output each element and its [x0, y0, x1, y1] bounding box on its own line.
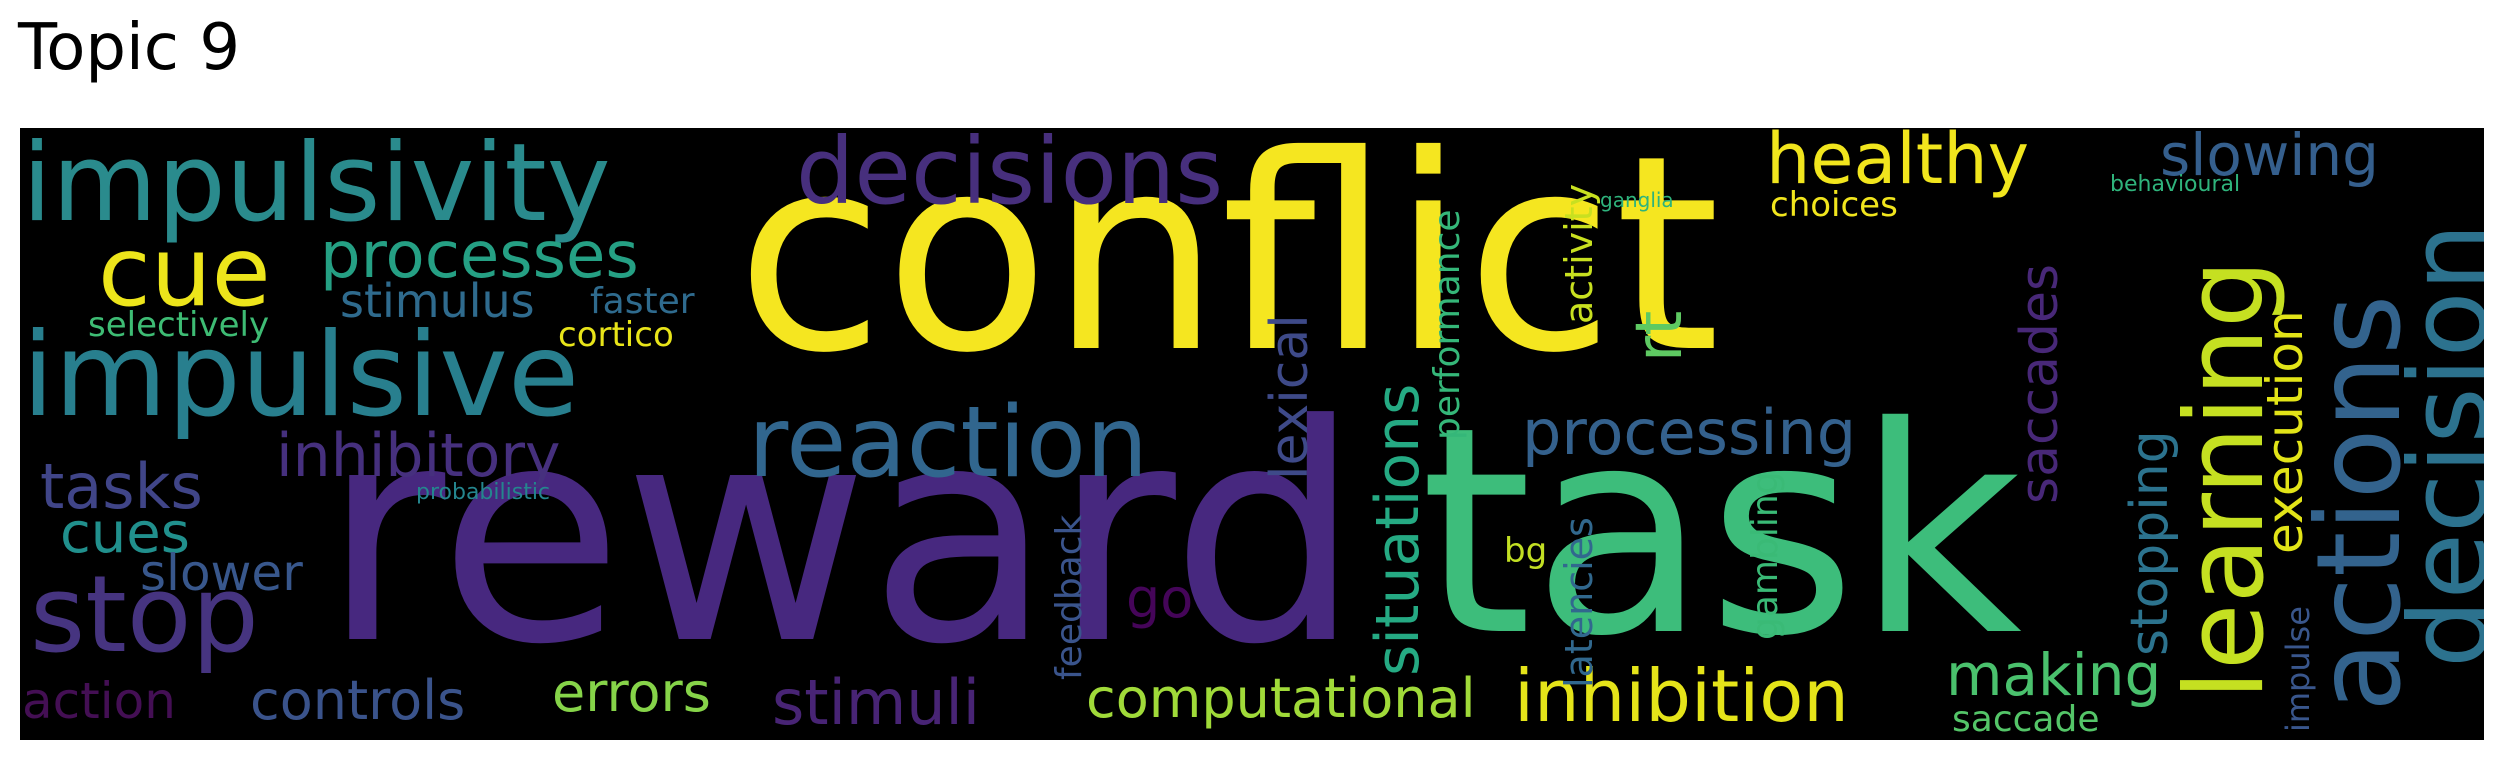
word-inhibitory: inhibitory	[276, 421, 561, 491]
word-reaction: reaction	[748, 386, 1149, 500]
word-go: go	[1126, 567, 1194, 630]
word-decisions: decisions	[796, 128, 1224, 225]
word-task: task	[1420, 367, 2023, 699]
word-reward: reward	[322, 361, 1362, 710]
word-gambling: gambling	[1745, 471, 1786, 640]
word-tasks: tasks	[40, 450, 203, 523]
word-healthy: healthy	[1766, 128, 2030, 200]
word-saccades: saccades	[2010, 263, 2070, 504]
word-cue: cue	[98, 216, 271, 328]
word-stimuli: stimuli	[772, 666, 980, 739]
word-rt: rt	[1623, 310, 1697, 362]
word-saccade: saccade	[1952, 699, 2100, 740]
word-bg: bg	[1504, 531, 1548, 571]
word-making: making	[1946, 641, 2162, 709]
word-stop: stop	[30, 553, 259, 676]
word-cortico: cortico	[558, 315, 674, 355]
word-choices: choices	[1770, 185, 1898, 225]
word-controls: controls	[250, 669, 466, 732]
word-probabilistic: probabilistic	[416, 480, 551, 505]
word-impulsivity: impulsivity	[22, 128, 611, 246]
word-processes: processes	[320, 219, 639, 293]
word-activity: activity	[1557, 183, 1601, 324]
word-performance: performance	[1427, 209, 1468, 440]
word-latencies: latencies	[1557, 517, 1601, 688]
word-faster: faster	[590, 281, 695, 322]
word-selectively: selectively	[88, 305, 270, 345]
word-behavioural: behavioural	[2110, 172, 2241, 197]
word-lexical: lexical	[1260, 314, 1320, 480]
word-action: action	[22, 672, 176, 730]
word-stimulus: stimulus	[340, 274, 535, 328]
word-processing: processing	[1522, 396, 1857, 469]
word-computational: computational	[1086, 667, 1476, 730]
word-ganglia: ganglia	[1600, 188, 1674, 212]
word-cloud: conflict reward task impulsivity impulsi…	[20, 128, 2484, 740]
word-cues: cues	[60, 501, 190, 566]
word-errors: errors	[552, 661, 711, 724]
page-title: Topic 9	[18, 11, 241, 85]
word-inhibition: inhibition	[1514, 654, 1849, 738]
word-conflict: conflict	[736, 128, 1721, 412]
word-slower: slower	[140, 544, 303, 602]
word-slowing: slowing	[2160, 128, 2379, 189]
word-impulsive: impulsive	[22, 308, 580, 443]
word-decision: decision	[2387, 222, 2484, 668]
word-situations: situations	[1363, 383, 1433, 676]
word-feedback: feedback	[1049, 514, 1090, 680]
